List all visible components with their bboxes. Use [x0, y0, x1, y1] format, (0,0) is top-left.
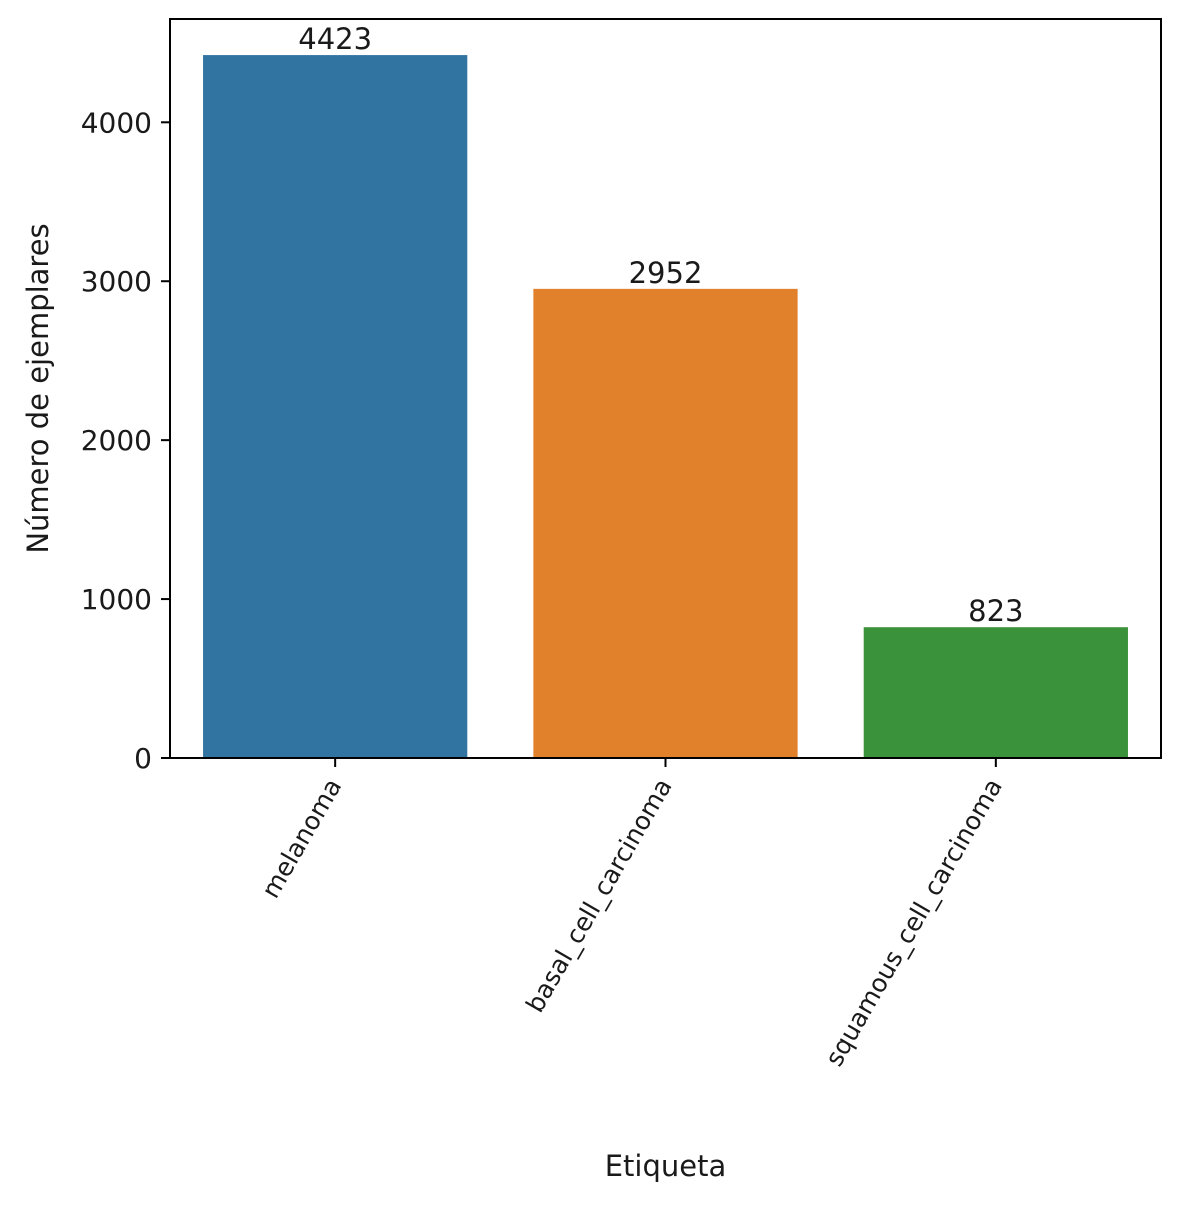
- x-axis: melanoma basal_cell_carcinoma squamous_cel…: [256, 758, 1008, 1071]
- x-axis-title: Etiqueta: [605, 1149, 727, 1183]
- x-tick-label: squamous_cell_carcinoma: [819, 773, 1008, 1071]
- bar-basal-cell-carcinoma: [533, 288, 798, 758]
- y-tick-label: 1000: [81, 583, 152, 616]
- bar-squamous-cell-carcinoma: [863, 627, 1128, 758]
- bar-value-label: 4423: [298, 22, 372, 56]
- x-tick-label: melanoma: [256, 774, 348, 904]
- bar-value-label: 2952: [629, 256, 703, 290]
- y-tick-label: 3000: [81, 265, 152, 298]
- y-tick-label: 4000: [81, 106, 152, 139]
- y-axis-title: Número de ejemplares: [21, 223, 55, 553]
- y-tick-label: 2000: [81, 424, 152, 457]
- bars-layer: [203, 55, 1128, 758]
- bar-melanoma: [203, 55, 468, 758]
- plot-frame: [169, 18, 1162, 759]
- data-labels: 4423 2952 823: [298, 22, 1023, 628]
- bar-value-label: 823: [968, 594, 1023, 628]
- y-tick-label: 0: [134, 742, 152, 775]
- y-axis: 0 1000 2000 3000 4000: [81, 106, 170, 775]
- x-tick-label: basal_cell_carcinoma: [520, 774, 678, 1018]
